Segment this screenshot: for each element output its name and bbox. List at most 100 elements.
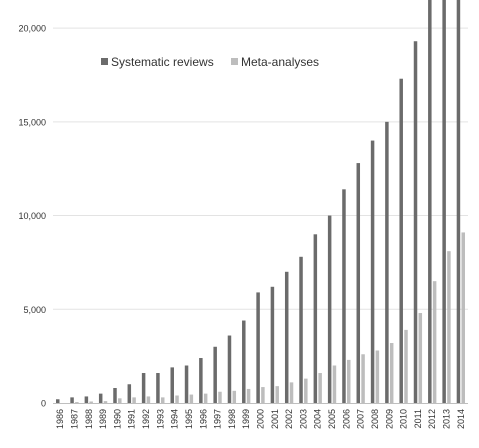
x-tick-label: 1991 [127, 409, 137, 429]
x-tick-label: 1994 [170, 409, 180, 429]
x-axis: 1986 1987 1988 1989 1990 1991 1992 1993 1994 1995… [55, 409, 466, 429]
bar-meta-analyses-2012 [432, 281, 437, 403]
x-tick-label: 2014 [456, 409, 466, 429]
bar-systematic-reviews-2007 [356, 163, 361, 403]
bar-meta-analyses-2001 [275, 386, 279, 403]
x-tick-label: 1990 [112, 409, 122, 429]
x-tick-label: 1999 [241, 409, 251, 429]
bars [56, 0, 465, 403]
bar-meta-analyses-1994 [175, 395, 179, 403]
bar-systematic-reviews-1994 [170, 367, 174, 403]
bar-systematic-reviews-1986 [56, 399, 60, 403]
y-tick-label: 20,000 [18, 24, 46, 34]
bar-systematic-reviews-1995 [184, 365, 189, 403]
x-tick-label: 2004 [313, 409, 323, 429]
x-tick-label: 1996 [198, 409, 208, 429]
legend-swatch-systematic-reviews [101, 58, 108, 65]
gridlines [53, 27, 468, 310]
bar-systematic-reviews-2010 [399, 78, 403, 403]
y-tick-label: 5,000 [23, 305, 46, 315]
x-tick-label: 2012 [427, 409, 437, 429]
bar-meta-analyses-1997 [218, 391, 222, 403]
x-tick-label: 1998 [227, 409, 237, 429]
bar-meta-analyses-2005 [332, 365, 337, 403]
bar-meta-analyses-2006 [347, 359, 351, 403]
bar-systematic-reviews-1991 [127, 384, 132, 403]
bar-meta-analyses-2002 [289, 382, 294, 403]
bar-systematic-reviews-2008 [370, 140, 375, 403]
x-tick-label: 1992 [141, 409, 151, 429]
bar-systematic-reviews-2002 [284, 271, 289, 403]
bar-systematic-reviews-1989 [98, 393, 103, 403]
bar-systematic-reviews-2009 [385, 121, 389, 403]
bar-meta-analyses-2009 [389, 343, 394, 403]
x-tick-label: 1986 [55, 409, 65, 429]
legend-label-meta-analyses: Meta-analyses [241, 55, 319, 69]
bar-systematic-reviews-1992 [141, 373, 146, 403]
bar-meta-analyses-2007 [361, 354, 365, 403]
bar-systematic-reviews-2001 [270, 286, 275, 403]
bar-meta-analyses-1995 [189, 394, 194, 403]
bar-meta-analyses-2014 [461, 232, 465, 403]
bar-systematic-reviews-2011 [413, 41, 418, 403]
x-tick-label: 1997 [213, 409, 223, 429]
bar-systematic-reviews-2012 [428, 0, 432, 403]
x-tick-label: 2005 [327, 409, 337, 429]
legend: Systematic reviews Meta-analyses [101, 55, 319, 69]
x-tick-label: 1989 [98, 409, 108, 429]
x-tick-label: 2013 [442, 409, 452, 429]
x-tick-label: 2011 [413, 409, 423, 428]
bar-meta-analyses-1999 [246, 388, 251, 403]
bar-systematic-reviews-2013 [442, 0, 446, 403]
bar-meta-analyses-1992 [146, 396, 151, 403]
bar-meta-analyses-1996 [203, 393, 208, 403]
bar-systematic-reviews-1999 [242, 320, 246, 403]
legend-label-systematic-reviews: Systematic reviews [111, 55, 214, 69]
bar-meta-analyses-1987 [75, 402, 79, 403]
bar-systematic-reviews-2000 [256, 292, 260, 403]
x-tick-label: 1988 [84, 409, 94, 429]
bar-systematic-reviews-1993 [156, 373, 160, 403]
legend-swatch-meta-analyses [231, 58, 238, 65]
bar-meta-analyses-2008 [375, 350, 380, 403]
y-tick-label: 15,000 [18, 117, 46, 127]
bar-meta-analyses-1991 [132, 397, 136, 403]
bar-meta-analyses-2010 [404, 329, 408, 403]
x-tick-label: 2003 [298, 409, 308, 429]
bar-systematic-reviews-1988 [84, 396, 89, 403]
y-tick-label: 0 [41, 399, 46, 409]
bar-meta-analyses-2013 [447, 251, 451, 403]
bar-systematic-reviews-2014 [456, 0, 461, 403]
bar-meta-analyses-1989 [103, 401, 108, 403]
x-tick-label: 1993 [155, 409, 165, 429]
bar-meta-analyses-2004 [318, 373, 322, 403]
bar-meta-analyses-2011 [418, 313, 423, 403]
x-tick-label: 2009 [384, 409, 394, 429]
bar-systematic-reviews-1998 [227, 335, 232, 403]
bar-meta-analyses-2003 [304, 378, 308, 403]
x-tick-label: 1995 [184, 409, 194, 429]
bar-systematic-reviews-2005 [327, 215, 332, 403]
y-axis: 0 5,000 10,000 15,000 20,000 [18, 24, 46, 409]
x-tick-label: 2010 [399, 409, 409, 429]
x-tick-label: 2006 [341, 409, 351, 429]
bar-systematic-reviews-1996 [199, 358, 203, 403]
x-tick-label: 2007 [356, 409, 366, 429]
x-tick-label: 2002 [284, 409, 294, 429]
bar-meta-analyses-1990 [118, 398, 122, 403]
bar-systematic-reviews-1997 [213, 346, 217, 403]
bar-meta-analyses-1993 [160, 397, 165, 403]
bar-systematic-reviews-1990 [113, 388, 117, 403]
bar-meta-analyses-1988 [89, 401, 93, 403]
x-tick-label: 2008 [370, 409, 380, 429]
bar-systematic-reviews-2004 [313, 234, 318, 403]
y-tick-label: 10,000 [18, 211, 46, 221]
x-tick-label: 2000 [256, 409, 266, 429]
bar-meta-analyses-2000 [261, 387, 265, 403]
x-tick-label: 1987 [69, 409, 79, 429]
bar-systematic-reviews-1987 [70, 397, 74, 403]
bar-systematic-reviews-2003 [299, 256, 303, 403]
bar-meta-analyses-1998 [232, 390, 237, 403]
bar-systematic-reviews-2006 [342, 189, 346, 403]
